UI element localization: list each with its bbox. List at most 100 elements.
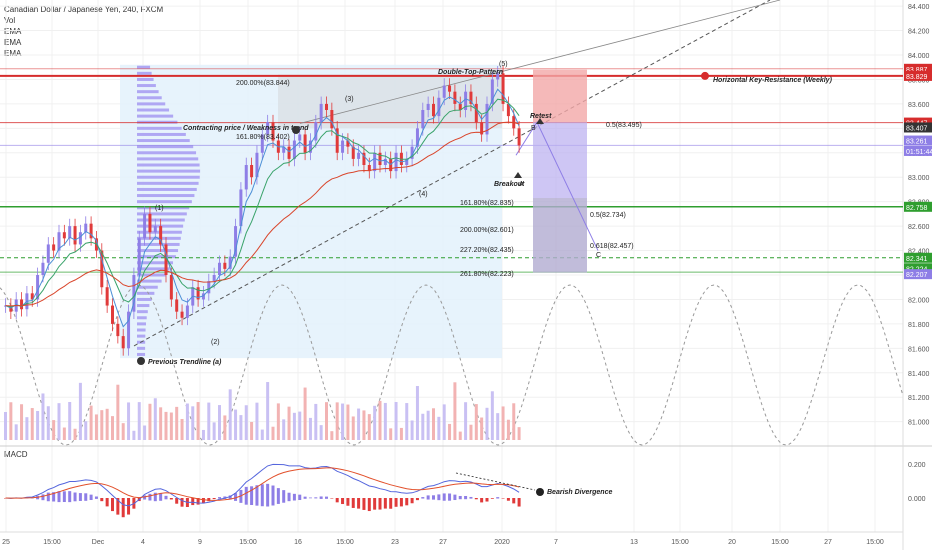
volume-profile-bar bbox=[137, 200, 192, 204]
volume-bar bbox=[485, 407, 489, 440]
macd-histogram-bar bbox=[218, 497, 221, 499]
volume-bar bbox=[196, 402, 200, 440]
volume-bar bbox=[314, 403, 318, 440]
volume-bar bbox=[228, 389, 232, 440]
volume-profile-bar bbox=[137, 316, 147, 320]
volume-bar bbox=[111, 416, 114, 440]
candle bbox=[255, 152, 259, 178]
macd-histogram-bar bbox=[501, 498, 505, 499]
volume-profile-bar bbox=[137, 267, 170, 271]
macd-histogram-bar bbox=[421, 497, 425, 499]
candle bbox=[100, 250, 104, 288]
target-box bbox=[533, 122, 587, 273]
candle bbox=[164, 244, 168, 275]
projected-path-abc bbox=[515, 121, 599, 251]
volume-bar bbox=[212, 422, 216, 440]
candle bbox=[68, 226, 72, 239]
fib-target-zone bbox=[533, 198, 587, 273]
macd-histogram-bar bbox=[62, 491, 66, 503]
candle bbox=[506, 103, 510, 117]
volume-bar bbox=[469, 424, 473, 440]
macd-histogram-bar bbox=[383, 498, 387, 509]
volume-bar bbox=[453, 382, 457, 440]
annotation-label: 0.5(83.495) bbox=[606, 122, 642, 129]
macd-histogram-bar bbox=[351, 498, 355, 508]
volume-profile-bar bbox=[137, 151, 197, 155]
volume-bar bbox=[260, 429, 264, 440]
volume-profile-bar bbox=[137, 346, 146, 350]
candle bbox=[394, 152, 398, 172]
macd-pane-label[interactable]: MACD bbox=[4, 450, 28, 459]
volume-bar bbox=[308, 417, 312, 440]
time-tick-label: Dec bbox=[92, 539, 105, 546]
volume-bar bbox=[325, 402, 328, 440]
indicator-vol[interactable]: Vol bbox=[4, 16, 16, 25]
price-tick-label: 81.000 bbox=[908, 420, 930, 427]
macd-histogram-bar bbox=[68, 491, 72, 503]
time-tick-label: 13 bbox=[630, 539, 638, 546]
volume-bar bbox=[89, 405, 93, 440]
candle bbox=[453, 91, 457, 104]
macd-histogram-bar bbox=[458, 495, 462, 500]
candle bbox=[517, 128, 521, 146]
price-badge bbox=[904, 263, 932, 274]
volume-bar bbox=[415, 386, 419, 440]
candle bbox=[314, 122, 318, 141]
macd-histogram-bar bbox=[276, 488, 280, 504]
volume-bar bbox=[480, 417, 484, 440]
volume-bar bbox=[180, 418, 184, 440]
volume-bar bbox=[218, 405, 221, 440]
price-tick-label: 82.000 bbox=[908, 297, 930, 304]
macd-histogram-bar bbox=[389, 498, 393, 509]
indicator-ema-2[interactable]: EMA bbox=[4, 38, 22, 47]
volume-bar bbox=[346, 404, 350, 440]
macd-histogram-bar bbox=[292, 493, 296, 501]
candle bbox=[442, 85, 446, 98]
price-tick-label: 83.600 bbox=[908, 102, 930, 109]
volume-bar bbox=[448, 423, 452, 440]
macd-histogram-bar bbox=[266, 483, 270, 507]
macd-histogram-bar bbox=[410, 498, 414, 504]
time-tick-label: 16 bbox=[294, 539, 302, 546]
volume-bar bbox=[94, 414, 98, 440]
annotation-label: Double-Top-Pattern bbox=[438, 69, 503, 76]
volume-profile-bar bbox=[137, 157, 199, 161]
macd-histogram-bar bbox=[121, 498, 125, 518]
macd-histogram-bar bbox=[485, 498, 489, 502]
symbol-title[interactable]: Canadian Dollar / Japanese Yen, 240, FXC… bbox=[4, 5, 164, 14]
indicator-ema-1[interactable]: EMA bbox=[4, 27, 22, 36]
candle bbox=[62, 232, 66, 239]
time-tick-label: 2020 bbox=[494, 539, 510, 546]
candle bbox=[448, 85, 452, 92]
candle bbox=[159, 226, 163, 245]
annotation-label: Retest bbox=[530, 113, 552, 120]
volume-profile-bar bbox=[137, 187, 197, 191]
price-badge bbox=[904, 122, 932, 133]
volume-profile-bar bbox=[137, 261, 174, 265]
volume-bar bbox=[357, 408, 361, 440]
macd-histogram-bar bbox=[89, 494, 93, 501]
candle bbox=[458, 103, 462, 110]
volume-bar bbox=[255, 402, 259, 440]
candle bbox=[351, 146, 355, 159]
candle bbox=[426, 103, 430, 110]
macd-histogram-bar bbox=[159, 493, 163, 501]
candle bbox=[292, 140, 296, 159]
macd-histogram-bar bbox=[415, 498, 419, 501]
annotation-label: (5) bbox=[499, 61, 508, 68]
price-badge bbox=[904, 269, 932, 280]
macd-histogram-bar bbox=[517, 498, 521, 507]
price-badge bbox=[904, 252, 932, 263]
macd-signal-line bbox=[5, 467, 520, 501]
candle bbox=[30, 293, 34, 300]
volume-profile-bar bbox=[137, 96, 162, 100]
indicator-ema-3[interactable]: EMA bbox=[4, 49, 22, 58]
volume-bar bbox=[266, 382, 270, 440]
macd-histogram-bar bbox=[319, 496, 323, 499]
macd-histogram-bar bbox=[282, 490, 286, 503]
time-tick-label: 23 bbox=[391, 539, 399, 546]
macd-histogram-bar bbox=[169, 498, 173, 500]
volume-profile-bar bbox=[137, 322, 147, 326]
macd-histogram-bar bbox=[153, 492, 157, 502]
